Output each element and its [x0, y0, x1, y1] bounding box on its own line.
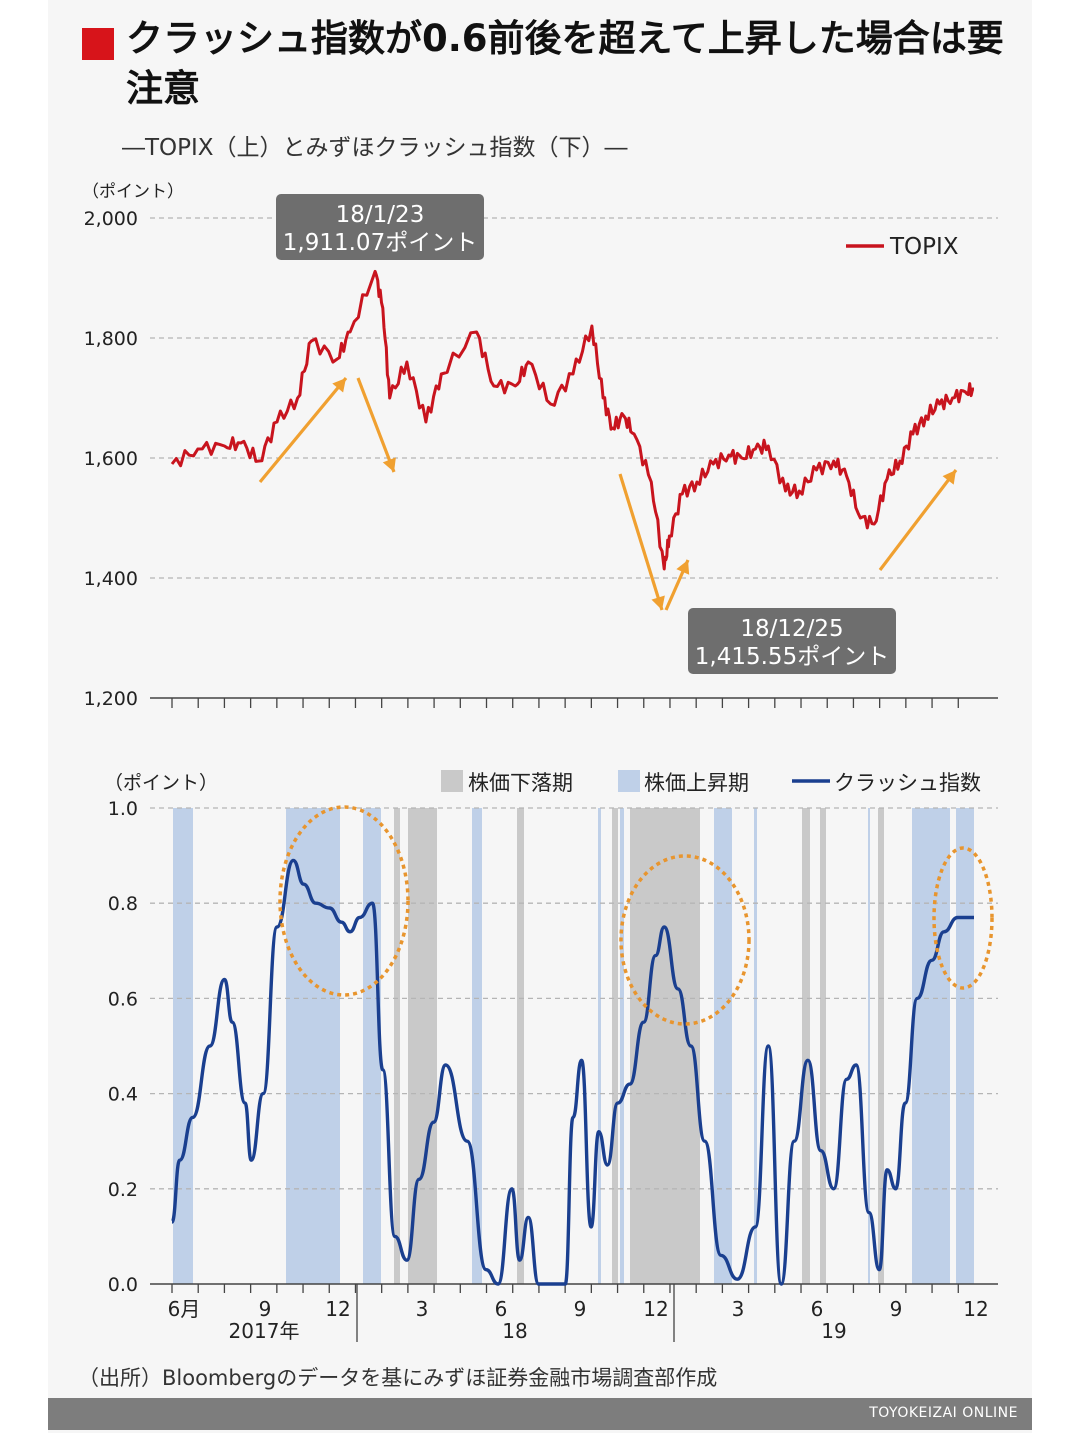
- bottom-x-tick-label: 9: [574, 1297, 587, 1321]
- trough-callout-value: 1,415.55ポイント: [695, 644, 889, 670]
- bottom-y-tick-label: 1.0: [108, 798, 138, 820]
- bottom-x-tick-label: 6月: [168, 1297, 201, 1321]
- topix-line: [170, 269, 975, 571]
- rise-period-band: [286, 808, 340, 1284]
- peak-callout-date: 18/1/23: [336, 202, 425, 228]
- top-y-tick-label: 1,600: [84, 448, 138, 470]
- top-y-tick-label: 1,200: [84, 688, 138, 710]
- trend-arrowhead: [651, 595, 665, 610]
- legend-decline-label: 株価下落期: [468, 771, 573, 795]
- peak-callout-box: [276, 194, 484, 260]
- legend-rise-label: 株価上昇期: [644, 771, 749, 795]
- peak-callout-value: 1,911.07ポイント: [283, 230, 477, 256]
- bottom-x-tick-label: 6: [811, 1297, 824, 1321]
- top-y-tick-label: 2,000: [84, 208, 138, 230]
- top-y-tick-label: 1,400: [84, 568, 138, 590]
- highlight-ellipse: [932, 846, 994, 990]
- bottom-x-tick-label: 12: [963, 1297, 988, 1321]
- trend-arrow: [258, 376, 348, 484]
- bottom-y-tick-label: 0.2: [108, 1179, 138, 1201]
- trend-arrowhead: [332, 378, 346, 393]
- trend-arrow: [618, 473, 664, 611]
- bottom-y-tick-label: 0.4: [108, 1084, 138, 1106]
- trend-arrowhead: [942, 470, 956, 485]
- bottom-y-tick-label: 0.0: [108, 1274, 138, 1296]
- decline-period-band: [802, 808, 810, 1284]
- bottom-x-tick-label: 9: [259, 1297, 272, 1321]
- rise-period-band: [754, 808, 757, 1284]
- decline-period-band: [878, 808, 884, 1284]
- legend-decline-swatch: [441, 770, 463, 792]
- decline-period-band: [820, 808, 826, 1284]
- title-marker: [82, 28, 114, 60]
- top-y-tick-label: 1,800: [84, 328, 138, 350]
- top-unit-label: （ポイント）: [82, 182, 184, 202]
- bottom-x-tick-label: 3: [732, 1297, 745, 1321]
- chart-title: クラッシュ指数が0.6前後を超えて上昇した場合は要注意: [126, 17, 1004, 110]
- bottom-y-tick-label: 0.8: [108, 893, 138, 915]
- trend-arrowhead: [382, 457, 396, 472]
- bottom-x-tick-label: 9: [890, 1297, 903, 1321]
- rise-period-band: [868, 808, 870, 1284]
- chart-subtitle: ―TOPIX（上）とみずほクラッシュ指数（下）―: [122, 135, 628, 161]
- footer-bar: [48, 1398, 1032, 1430]
- bottom-x-tick-label: 3: [416, 1297, 429, 1321]
- highlight-ellipse: [278, 805, 410, 997]
- rise-period-band: [472, 808, 482, 1284]
- rise-period-band: [190, 808, 193, 1284]
- trough-callout-date: 18/12/25: [740, 616, 843, 642]
- rise-period-band: [598, 808, 601, 1284]
- decline-period-band: [517, 808, 524, 1284]
- rise-period-band: [714, 808, 732, 1284]
- rise-period-band: [956, 808, 974, 1284]
- year-label: 19: [821, 1319, 846, 1343]
- trough-callout-box: [688, 608, 896, 674]
- year-label: 18: [502, 1319, 527, 1343]
- bottom-unit-label: （ポイント）: [104, 772, 218, 794]
- crash-index-line: [170, 858, 974, 1286]
- bottom-x-tick-label: 12: [325, 1297, 350, 1321]
- bottom-x-tick-label: 12: [643, 1297, 668, 1321]
- year-label: 2017年: [229, 1319, 300, 1343]
- decline-period-band: [612, 808, 618, 1284]
- legend-rise-swatch: [618, 770, 640, 792]
- bottom-x-tick-label: 6: [495, 1297, 508, 1321]
- trend-arrowhead: [676, 560, 690, 575]
- decline-period-band: [394, 808, 400, 1284]
- source-note: （出所）Bloombergのデータを基にみずほ証券金融市場調査部作成: [78, 1366, 718, 1390]
- trend-arrow: [878, 469, 958, 571]
- highlight-ellipse: [619, 854, 751, 1026]
- rise-period-band: [620, 808, 624, 1284]
- rise-period-band: [912, 808, 950, 1284]
- bottom-y-tick-label: 0.6: [108, 988, 138, 1010]
- legend-crash-label: クラッシュ指数: [834, 771, 981, 795]
- trend-arrow: [356, 377, 396, 473]
- topix-legend-label: TOPIX: [889, 234, 959, 260]
- brand-label: TOYOKEIZAI ONLINE: [869, 1405, 1018, 1421]
